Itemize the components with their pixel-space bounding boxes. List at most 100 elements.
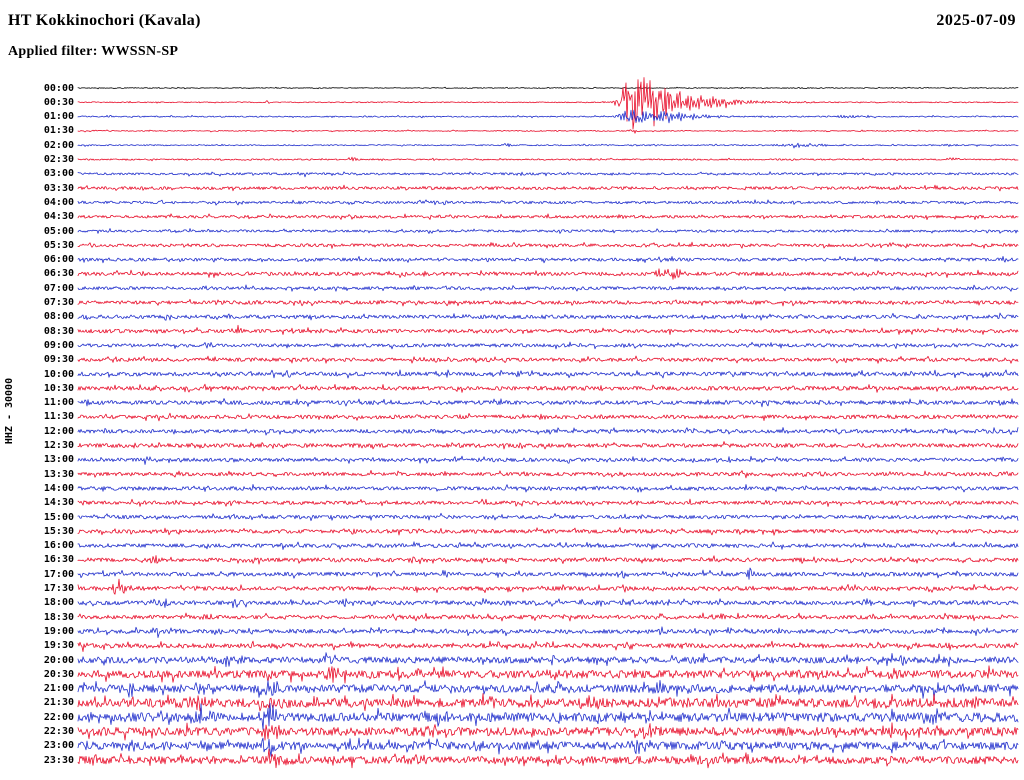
- applied-filter-label: Applied filter: WWSSN-SP: [8, 44, 179, 59]
- time-label: 02:00: [43, 139, 74, 151]
- time-label: 22:00: [43, 711, 74, 723]
- time-label: 06:00: [43, 254, 74, 266]
- trace-row-0930: [77, 355, 1019, 364]
- trace-row-1100: [77, 398, 1019, 408]
- trace-row-0900: [77, 341, 1019, 350]
- time-label: 04:30: [43, 211, 74, 223]
- trace-row-0400: [77, 199, 1019, 206]
- trace-row-1130: [77, 412, 1019, 422]
- trace-row-2000: [77, 652, 1019, 668]
- time-label: 14:00: [43, 482, 74, 494]
- trace-row-2030: [77, 665, 1019, 684]
- time-label: 21:00: [43, 683, 74, 695]
- time-label: 06:30: [43, 268, 74, 280]
- time-label: 09:30: [43, 354, 74, 366]
- time-label: 10:00: [43, 368, 74, 380]
- trace-row-2330: [77, 748, 1019, 769]
- time-label: 21:30: [43, 697, 74, 709]
- time-label: 22:30: [43, 726, 74, 737]
- trace-row-0430: [77, 213, 1019, 221]
- trace-row-2200: [77, 702, 1019, 730]
- time-label: 07:00: [43, 282, 74, 294]
- trace-row-1830: [77, 612, 1019, 622]
- time-label: 03:30: [43, 182, 74, 194]
- time-label: 16:30: [43, 554, 74, 566]
- trace-row-0700: [77, 284, 1019, 292]
- trace-row-1600: [77, 541, 1019, 550]
- plot-date: 2025-07-09: [936, 12, 1016, 29]
- time-label: 19:00: [43, 625, 74, 637]
- time-label: 11:30: [43, 411, 74, 423]
- time-label: 11:00: [43, 397, 74, 409]
- trace-row-0600: [77, 255, 1019, 264]
- time-label: 08:30: [43, 325, 74, 337]
- time-label: 15:00: [43, 511, 74, 523]
- time-label: 04:00: [43, 196, 74, 208]
- trace-row-1230: [77, 441, 1019, 450]
- time-label: 23:00: [43, 740, 74, 752]
- trace-row-1330: [77, 469, 1019, 479]
- trace-row-2300: [77, 737, 1019, 757]
- trace-row-1500: [77, 512, 1019, 522]
- time-label: 09:00: [43, 339, 74, 351]
- trace-row-0830: [77, 324, 1019, 335]
- time-label: 05:30: [43, 239, 74, 251]
- time-label: 14:30: [43, 497, 74, 509]
- trace-row-1200: [77, 427, 1019, 436]
- trace-row-0530: [77, 241, 1019, 249]
- trace-row-1530: [77, 527, 1019, 536]
- time-label: 23:30: [43, 754, 74, 766]
- time-label: 10:30: [43, 382, 74, 394]
- trace-row-2230: [77, 722, 1019, 741]
- trace-row-1930: [77, 640, 1019, 652]
- time-label: 15:30: [43, 525, 74, 537]
- time-label: 20:00: [43, 654, 74, 666]
- station-title: HT Kokkinochori (Kavala): [8, 12, 201, 29]
- trace-row-1800: [77, 598, 1019, 609]
- time-label: 01:30: [43, 125, 74, 137]
- trace-row-1400: [77, 484, 1019, 493]
- trace-row-0230: [77, 156, 1019, 162]
- time-label: 12:00: [43, 425, 74, 437]
- trace-row-0130: [77, 129, 1019, 134]
- time-label: 00:30: [43, 96, 74, 108]
- trace-row-0300: [77, 171, 1019, 178]
- time-label: 18:00: [43, 597, 74, 609]
- time-label: 08:00: [43, 311, 74, 323]
- time-label: 05:00: [43, 225, 74, 237]
- trace-row-1900: [77, 626, 1019, 638]
- time-label: 03:00: [43, 168, 74, 180]
- trace-row-1700: [77, 567, 1019, 580]
- time-label: 16:00: [43, 540, 74, 552]
- time-label: 13:00: [43, 454, 74, 466]
- trace-row-1630: [77, 555, 1019, 565]
- trace-row-0100: [77, 109, 1019, 124]
- trace-row-1030: [77, 383, 1019, 393]
- trace-row-0630: [77, 268, 1019, 280]
- trace-row-0330: [77, 184, 1019, 192]
- time-label: 02:30: [43, 154, 74, 165]
- time-label: 07:30: [43, 297, 74, 308]
- time-label: 19:30: [43, 640, 74, 652]
- time-label: 13:30: [43, 468, 74, 480]
- trace-row-2130: [77, 693, 1019, 712]
- time-label: 17:30: [43, 583, 74, 594]
- time-label: 20:30: [43, 668, 74, 680]
- trace-row-1430: [77, 498, 1019, 507]
- time-label: 17:00: [43, 568, 74, 580]
- time-label: 01:00: [43, 111, 74, 123]
- trace-row-0730: [77, 298, 1019, 307]
- trace-row-2100: [77, 680, 1019, 700]
- trace-row-1000: [77, 369, 1019, 379]
- trace-row-0030: [77, 77, 1019, 130]
- trace-row-0800: [77, 312, 1019, 321]
- trace-row-0200: [77, 142, 1019, 149]
- trace-row-1300: [77, 455, 1019, 465]
- time-label: 12:30: [43, 440, 74, 451]
- time-label: 18:30: [43, 611, 74, 623]
- trace-row-0500: [77, 228, 1019, 234]
- trace-row-1730: [77, 578, 1019, 595]
- time-label: 00:00: [43, 82, 74, 94]
